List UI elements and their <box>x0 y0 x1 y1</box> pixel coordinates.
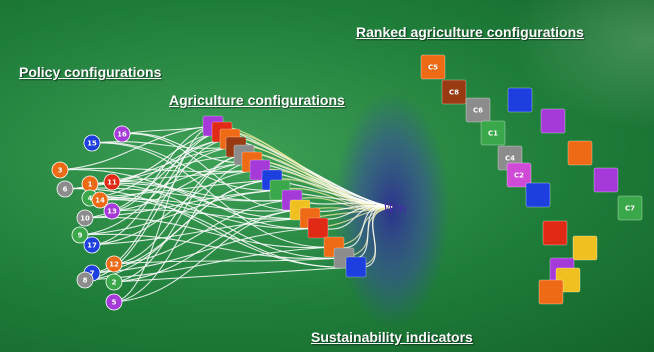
ranked-config-node <box>617 195 643 221</box>
ranked-node-label: C6 <box>473 107 483 115</box>
policy-link <box>91 131 223 246</box>
policy-config-node <box>105 293 123 311</box>
policy-link <box>89 196 319 230</box>
policy-link <box>91 227 319 274</box>
ranked-node-label: C8 <box>449 89 459 97</box>
policy-node-label: 3 <box>58 167 63 175</box>
policy-node-label: 13 <box>107 208 117 216</box>
policy-link <box>113 199 293 265</box>
policy-node-label: 1 <box>88 181 93 189</box>
policy-config-node <box>91 191 109 209</box>
policy-link <box>64 187 293 202</box>
background-glow <box>510 0 654 130</box>
agriculture-config-node <box>345 256 367 278</box>
ranked-node-label: C2 <box>514 172 524 180</box>
policy-node-label: 7 <box>90 270 95 278</box>
policy-config-node <box>76 209 94 227</box>
policy-link <box>113 161 253 303</box>
policy-link <box>111 161 253 212</box>
ranked-config-node <box>480 120 506 146</box>
policy-link <box>91 141 237 149</box>
ranked-node-label: C5 <box>428 64 438 72</box>
ranked-nodes: C5 C8 C6 C1 C4 C2 C7 <box>420 54 643 305</box>
policy-node-label: 2 <box>112 279 117 287</box>
ranked-config-node <box>567 140 593 166</box>
policy-link <box>79 233 345 260</box>
policy-link <box>79 146 237 236</box>
policy-link <box>84 246 335 281</box>
policy-link <box>113 266 357 283</box>
ranked-config-node <box>542 220 568 246</box>
ranked-config-node <box>420 54 446 80</box>
policy-node-label: 11 <box>107 179 117 187</box>
ranked-node-label: C1 <box>488 130 498 138</box>
ranked-node-label: C7 <box>625 205 635 213</box>
policy-link <box>59 169 311 219</box>
policy-link <box>91 142 335 248</box>
policy-node-label: 12 <box>109 261 119 269</box>
policy-config-node <box>51 161 69 179</box>
policy-link <box>111 169 261 183</box>
policy-link <box>113 209 301 303</box>
sustainability-indicators-title: Sustainability indicators <box>311 329 473 345</box>
agriculture-link <box>355 206 393 268</box>
policy-node-label: 4 <box>88 195 93 203</box>
policy-link <box>99 161 253 201</box>
ranked-config-node <box>525 182 551 208</box>
policy-link <box>111 125 214 212</box>
policy-config-node <box>103 173 121 191</box>
ranked-config-node <box>572 235 598 261</box>
policy-link <box>84 138 231 281</box>
policy-node-label: 5 <box>112 299 117 307</box>
policy-link <box>91 169 261 246</box>
policy-config-node <box>76 271 94 289</box>
policy-link <box>89 183 345 259</box>
policy-node-label: 9 <box>78 232 83 240</box>
policy-config-node <box>105 255 123 273</box>
policy-node-label: 14 <box>95 197 105 205</box>
policy-node-label: 15 <box>87 140 97 148</box>
policy-link <box>84 216 335 249</box>
policy-link <box>113 154 245 265</box>
policy-configurations-title: Policy configurations <box>19 64 162 80</box>
ranked-configurations-title: Ranked agriculture configurations <box>356 24 584 40</box>
ranked-config-node <box>507 87 533 113</box>
policy-link <box>59 125 214 171</box>
policy-link <box>113 125 214 303</box>
policy-node-label: 16 <box>117 131 127 139</box>
agriculture-configurations-title: Agriculture configurations <box>169 92 345 108</box>
ranked-node-label: C4 <box>505 155 515 163</box>
hub-label: Wm <box>383 201 407 215</box>
policy-config-node <box>83 236 101 254</box>
policy-config-node <box>83 134 101 152</box>
policy-link <box>99 198 301 212</box>
ranked-config-node <box>441 79 467 105</box>
ranked-config-node <box>506 162 532 188</box>
ranked-config-node <box>465 97 491 123</box>
policy-config-node <box>105 273 123 291</box>
policy-link <box>113 209 301 283</box>
ranked-config-node <box>538 279 564 305</box>
ranked-config-node <box>593 167 619 193</box>
policy-link <box>91 217 311 246</box>
policy-link <box>89 179 273 199</box>
policy-link <box>111 181 319 229</box>
policy-link <box>113 154 245 283</box>
policy-node-label: 6 <box>63 186 68 194</box>
policy-config-node <box>56 180 74 198</box>
policy-config-node <box>113 125 131 143</box>
policy-config-node <box>71 226 89 244</box>
ranked-config-node <box>540 108 566 134</box>
policy-node-label: 8 <box>83 277 88 285</box>
policy-link <box>79 189 281 236</box>
policy-config-node <box>103 202 121 220</box>
policy-node-label: 10 <box>80 215 90 223</box>
policy-edges <box>59 125 357 303</box>
agriculture-config-node <box>307 217 329 239</box>
agriculture-nodes <box>202 115 367 278</box>
policy-node-label: 17 <box>87 242 97 250</box>
